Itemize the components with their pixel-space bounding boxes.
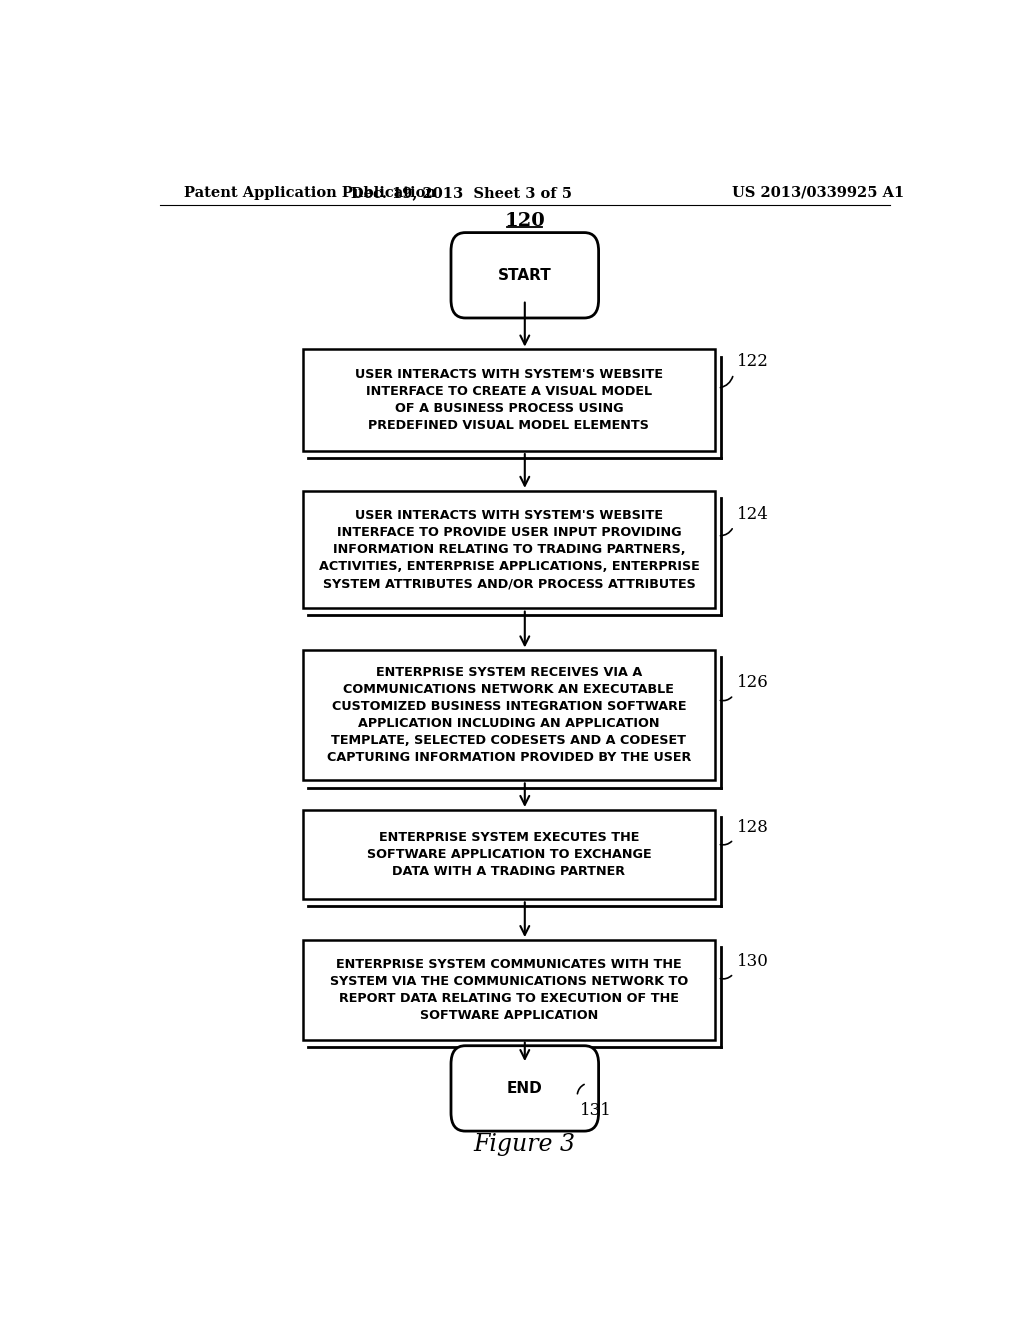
Bar xyxy=(303,940,715,1040)
Text: START: START xyxy=(498,268,552,282)
Text: USER INTERACTS WITH SYSTEM'S WEBSITE
INTERFACE TO PROVIDE USER INPUT PROVIDING
I: USER INTERACTS WITH SYSTEM'S WEBSITE INT… xyxy=(318,510,699,590)
Text: 128: 128 xyxy=(736,818,769,836)
Text: ENTERPRISE SYSTEM COMMUNICATES WITH THE
SYSTEM VIA THE COMMUNICATIONS NETWORK TO: ENTERPRISE SYSTEM COMMUNICATES WITH THE … xyxy=(330,958,688,1022)
Bar xyxy=(303,491,715,609)
Text: 126: 126 xyxy=(736,675,768,692)
Text: END: END xyxy=(507,1081,543,1096)
Text: 120: 120 xyxy=(505,213,545,231)
FancyBboxPatch shape xyxy=(451,232,599,318)
Text: US 2013/0339925 A1: US 2013/0339925 A1 xyxy=(732,186,904,199)
Text: 131: 131 xyxy=(581,1102,612,1119)
Bar xyxy=(303,810,715,899)
FancyBboxPatch shape xyxy=(451,1045,599,1131)
Bar xyxy=(303,651,715,780)
Text: Patent Application Publication: Patent Application Publication xyxy=(183,186,435,199)
Text: 124: 124 xyxy=(736,506,769,523)
Text: Dec. 19, 2013  Sheet 3 of 5: Dec. 19, 2013 Sheet 3 of 5 xyxy=(351,186,571,199)
Text: Figure 3: Figure 3 xyxy=(474,1133,575,1156)
Text: ENTERPRISE SYSTEM RECEIVES VIA A
COMMUNICATIONS NETWORK AN EXECUTABLE
CUSTOMIZED: ENTERPRISE SYSTEM RECEIVES VIA A COMMUNI… xyxy=(327,667,691,764)
Text: 130: 130 xyxy=(736,953,769,970)
Bar xyxy=(303,350,715,451)
Text: 122: 122 xyxy=(736,354,769,370)
Text: ENTERPRISE SYSTEM EXECUTES THE
SOFTWARE APPLICATION TO EXCHANGE
DATA WITH A TRAD: ENTERPRISE SYSTEM EXECUTES THE SOFTWARE … xyxy=(367,832,651,878)
Text: USER INTERACTS WITH SYSTEM'S WEBSITE
INTERFACE TO CREATE A VISUAL MODEL
OF A BUS: USER INTERACTS WITH SYSTEM'S WEBSITE INT… xyxy=(355,368,663,433)
